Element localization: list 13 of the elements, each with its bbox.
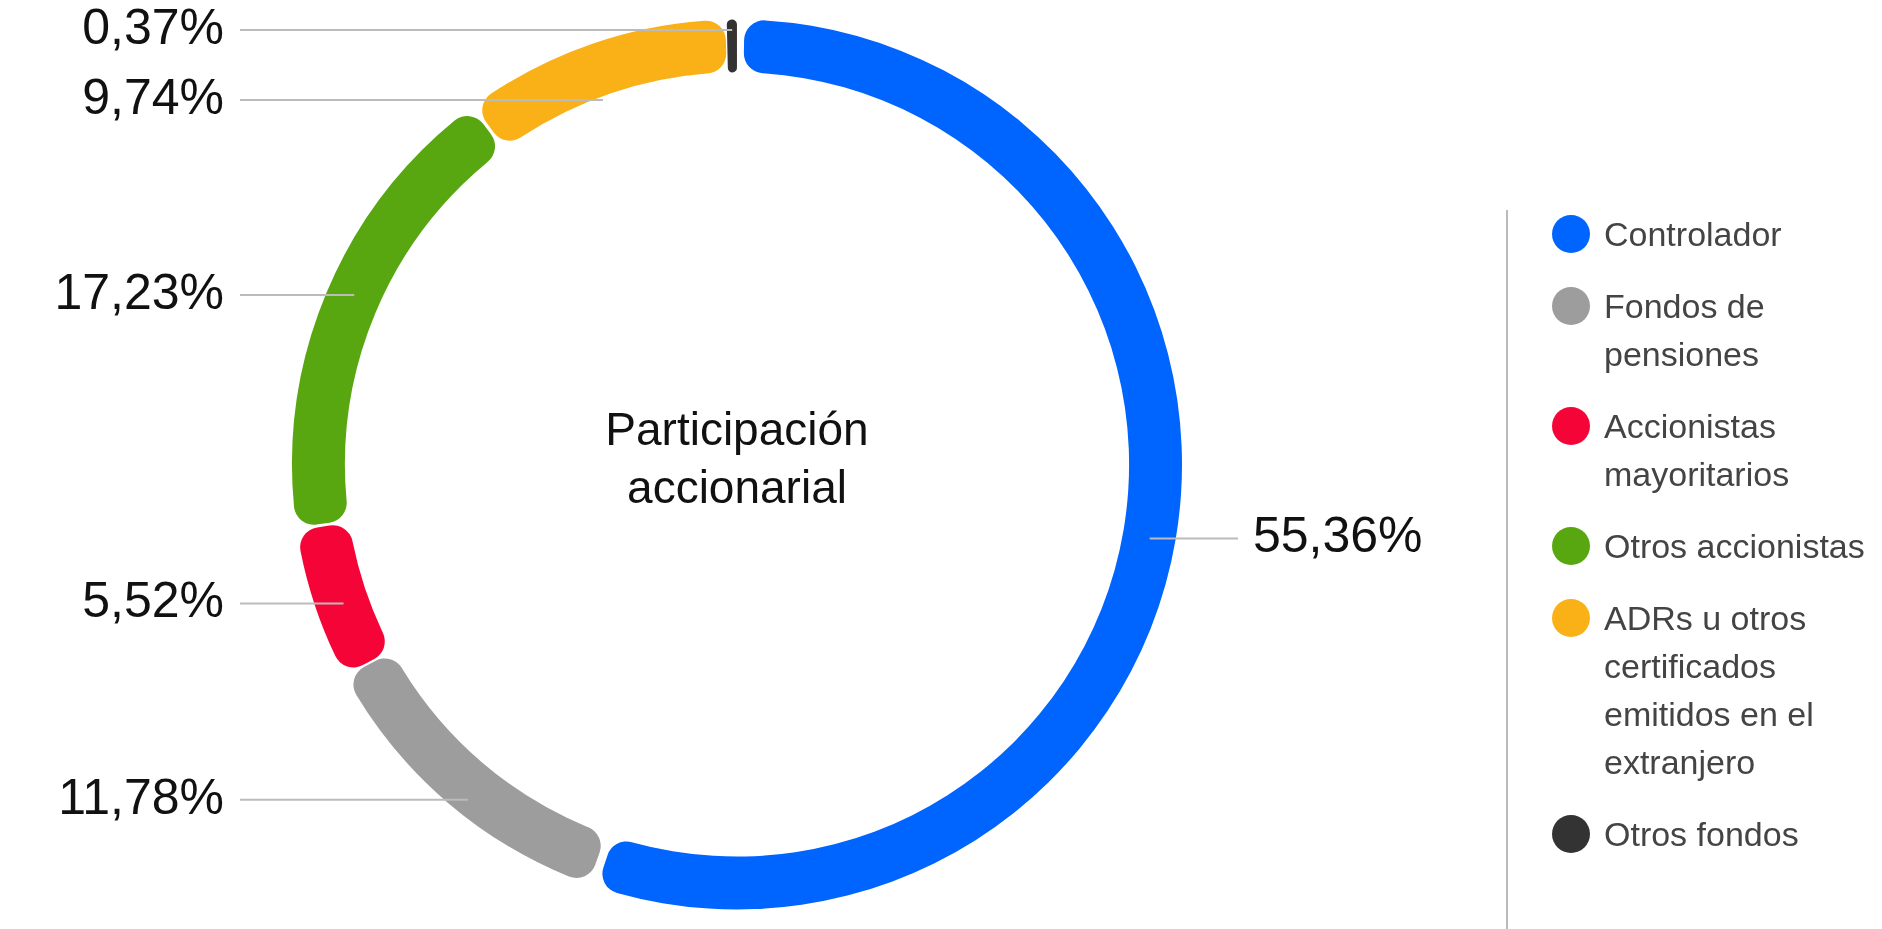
legend-label: Controlador <box>1604 214 1782 255</box>
legend-label: Otros fondos <box>1604 814 1799 855</box>
data-label: 11,78% <box>58 768 224 825</box>
data-label: 17,23% <box>54 263 224 320</box>
legend-label: Accionistas mayoritarios <box>1604 406 1791 495</box>
data-label: 0,37% <box>82 0 224 55</box>
data-label: 5,52% <box>82 572 224 629</box>
text: Participación accionarial <box>604 402 870 515</box>
data-label: 55,36% <box>1253 507 1423 564</box>
data-label: 9,74% <box>82 68 224 125</box>
legend-label: Otros accionistas <box>1604 526 1865 567</box>
legend-label: Fondos de pensiones <box>1604 286 1766 375</box>
legend-label: ADRs u otros certificados emitidos en el extranjero <box>1604 598 1815 783</box>
